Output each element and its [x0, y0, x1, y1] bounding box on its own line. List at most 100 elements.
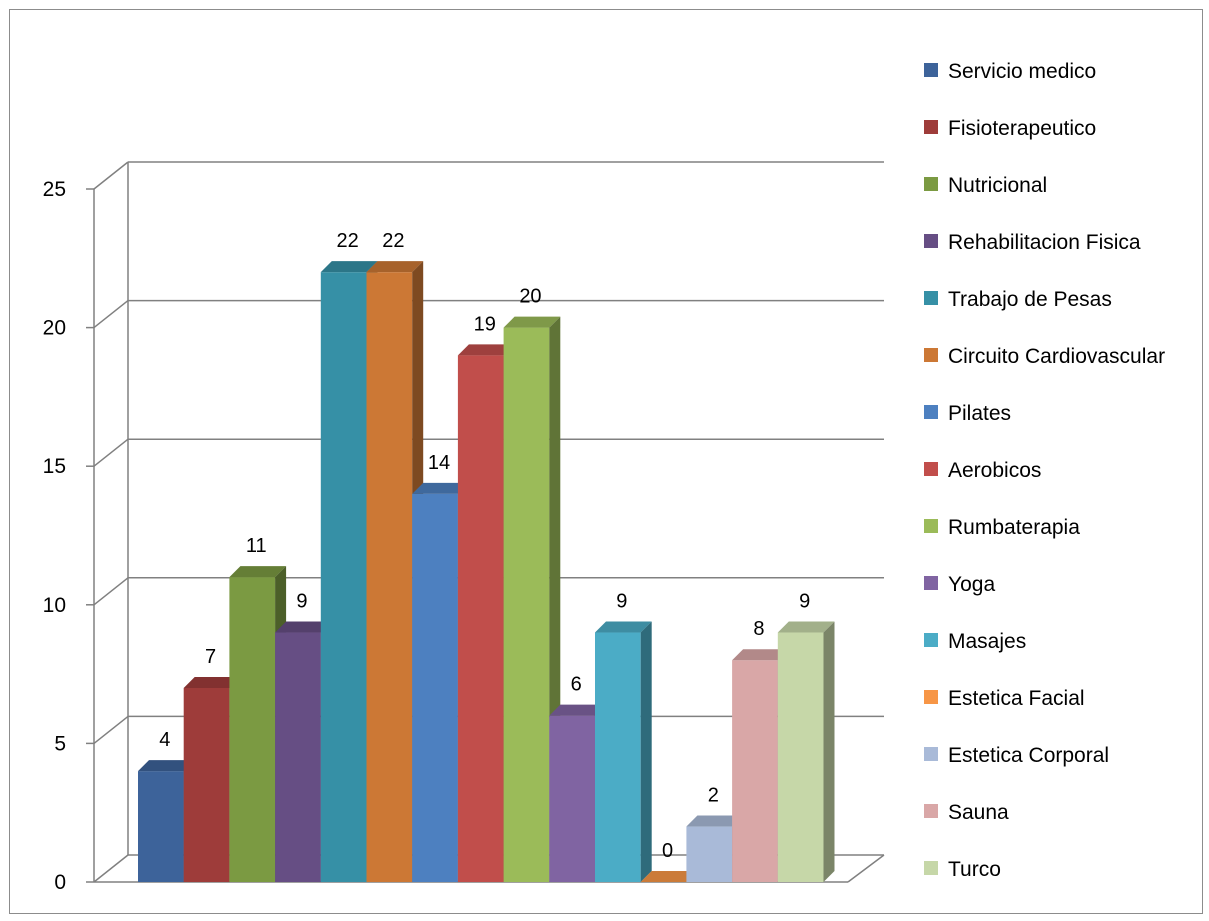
legend-item: Servicio medico — [924, 60, 1096, 83]
legend-swatch — [924, 177, 938, 191]
legend-swatch — [924, 690, 938, 704]
legend-swatch — [924, 291, 938, 305]
y-tick-label: 10 — [43, 594, 66, 617]
legend-swatch — [924, 63, 938, 77]
legend-item: Turco — [924, 858, 1001, 881]
bar-front-face — [595, 632, 641, 882]
legend-label: Estetica Corporal — [948, 744, 1109, 767]
legend-swatch — [924, 405, 938, 419]
side-wall-gridline — [93, 300, 129, 329]
data-label: 11 — [246, 535, 267, 557]
data-label: 6 — [571, 674, 582, 696]
legend-swatch — [924, 804, 938, 818]
legend-label: Servicio medico — [948, 60, 1096, 83]
legend-label: Sauna — [948, 801, 1009, 824]
bar-front-face — [275, 632, 321, 882]
bar-top-face — [595, 621, 652, 633]
legend-swatch — [924, 234, 938, 248]
legend-item: Estetica Corporal — [924, 744, 1109, 767]
side-wall-gridline — [93, 161, 129, 190]
legend-label: Yoga — [948, 573, 995, 596]
bar-front-face — [457, 355, 504, 882]
legend-swatch — [924, 348, 938, 362]
y-tick-label: 20 — [43, 317, 66, 340]
legend-item: Circuito Cardiovascular — [924, 345, 1165, 368]
legend-item: Aerobicos — [924, 459, 1041, 482]
bar-front-face — [229, 577, 276, 882]
y-tick-label: 25 — [43, 178, 66, 201]
data-label: 2 — [708, 785, 719, 807]
side-wall-gridline — [93, 438, 129, 467]
legend-item: Sauna — [924, 801, 1009, 824]
bar-front-face — [549, 715, 595, 882]
legend-label: Masajes — [948, 630, 1026, 653]
bar-top-face — [275, 621, 332, 633]
floor-right-edge — [847, 854, 885, 883]
bar-top-face — [138, 760, 195, 772]
data-label: 22 — [382, 230, 404, 252]
bar-top-face — [320, 261, 378, 273]
bar-front-face — [183, 687, 230, 882]
bar — [777, 621, 835, 882]
bar-front-face — [138, 771, 184, 882]
legend-swatch — [924, 576, 938, 590]
legend-label: Fisioterapeutico — [948, 117, 1096, 140]
data-label: 0 — [662, 840, 673, 862]
legend-swatch — [924, 861, 938, 875]
data-label: 20 — [519, 286, 541, 308]
legend-label: Aerobicos — [948, 459, 1041, 482]
side-wall-gridline — [93, 854, 129, 883]
legend-label: Turco — [948, 858, 1001, 881]
data-label: 9 — [296, 591, 307, 613]
data-label: 19 — [474, 313, 496, 335]
bar-top-face — [732, 649, 789, 661]
y-tick-label: 0 — [54, 871, 66, 894]
bar-top-face — [457, 344, 515, 356]
bar-top-face — [366, 261, 424, 273]
data-label: 9 — [616, 591, 627, 613]
bar-top-face — [777, 621, 835, 633]
bar-side-face — [640, 621, 652, 882]
legend-label: Circuito Cardiovascular — [948, 345, 1165, 368]
bars — [138, 261, 835, 883]
y-axis: 0 5 10 15 20 25 — [43, 178, 95, 894]
legend-swatch — [924, 633, 938, 647]
legend-swatch — [924, 519, 938, 533]
legend-label: Rehabilitacion Fisica — [948, 231, 1141, 254]
data-label: 9 — [799, 591, 810, 613]
legend-item: Yoga — [924, 573, 995, 596]
legend-item: Estetica Facial — [924, 687, 1085, 710]
legend-label: Pilates — [948, 402, 1011, 425]
legend-label: Rumbaterapia — [948, 516, 1080, 539]
legend-label: Estetica Facial — [948, 687, 1085, 710]
bar-front-face — [777, 632, 824, 882]
legend-item: Rumbaterapia — [924, 516, 1080, 539]
side-wall-gridline — [93, 715, 129, 744]
bar-front-face — [412, 493, 458, 882]
side-wall-gridline — [93, 577, 129, 606]
bar-top-face — [412, 482, 469, 494]
bar-top-face — [183, 676, 241, 688]
legend-item: Trabajo de Pesas — [924, 288, 1112, 311]
bar-front-face — [366, 272, 413, 882]
bar-front-face — [686, 826, 733, 882]
legend-label: Nutricional — [948, 174, 1047, 197]
data-label: 7 — [205, 646, 216, 668]
legend-swatch — [924, 462, 938, 476]
bar-top-face — [640, 871, 698, 882]
y-tick-label: 5 — [54, 732, 66, 755]
legend-item: Pilates — [924, 402, 1011, 425]
legend-item: Fisioterapeutico — [924, 117, 1096, 140]
data-label: 8 — [753, 618, 764, 640]
bar-top-face — [503, 316, 561, 328]
bar — [595, 621, 652, 882]
bar-side-face — [823, 621, 835, 882]
legend-swatch — [924, 747, 938, 761]
bar-front-face — [503, 327, 550, 883]
legend-item: Rehabilitacion Fisica — [924, 231, 1141, 254]
bar-top-face — [229, 566, 287, 578]
legend-item: Masajes — [924, 630, 1026, 653]
bar-top-face — [549, 704, 606, 716]
bar-top-face — [686, 815, 744, 827]
